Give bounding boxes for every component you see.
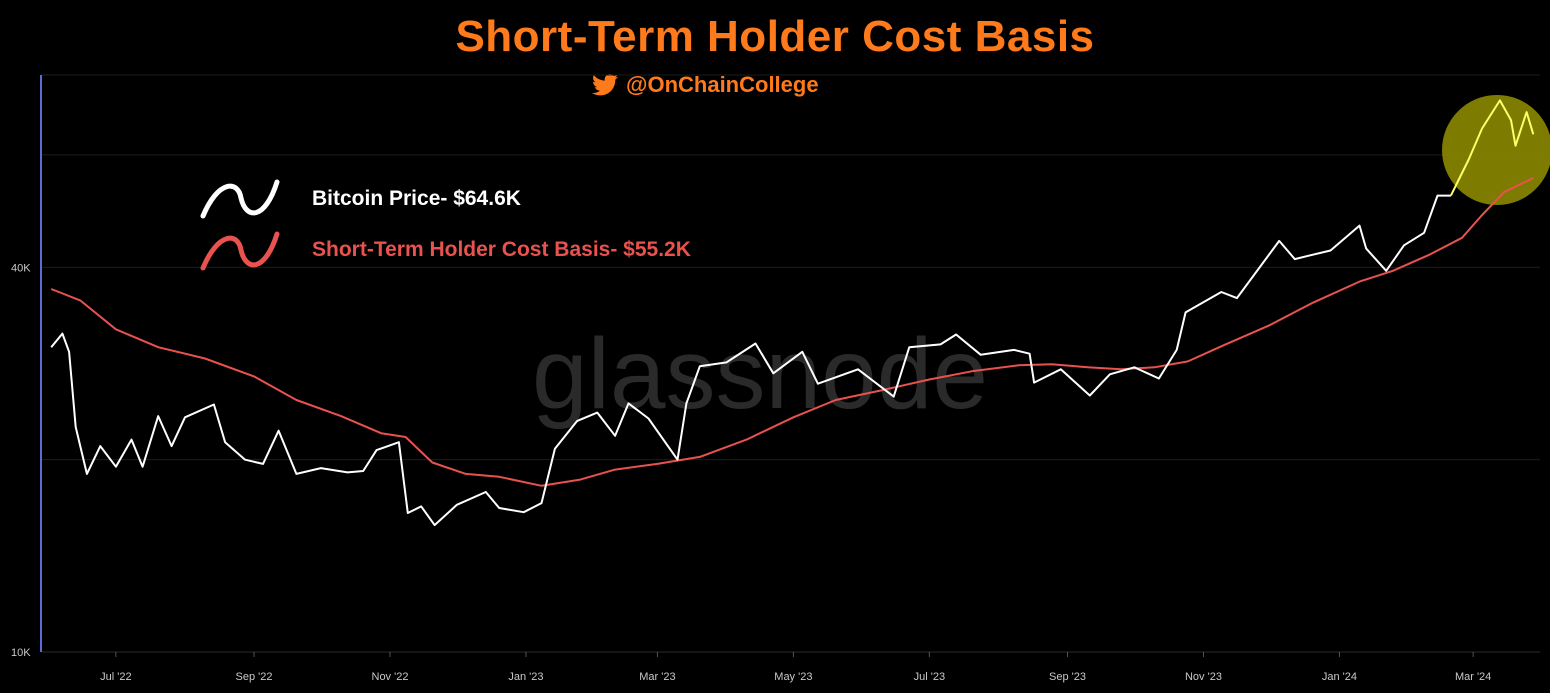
watermark: glassnode: [532, 318, 988, 430]
y-tick-label: 10K: [11, 647, 31, 659]
bitcoin-price-line: [50, 194, 1451, 527]
legend: Bitcoin Price- $64.6K Short-Term Holder C…: [200, 179, 691, 271]
x-tick-label: Jul '22: [100, 671, 131, 683]
x-tick-label: May '23: [774, 671, 812, 683]
bitcoin-price-highlight-line: [1450, 99, 1535, 197]
x-tick-label: Jan '24: [1322, 671, 1357, 683]
y-tick-labels: 10K 40K: [11, 262, 31, 659]
highlight-circle: [1442, 95, 1550, 205]
handle-text: @OnChainCollege: [626, 72, 819, 97]
cost-basis-line: [50, 177, 1534, 487]
legend-swatch-cost-basis: [200, 231, 280, 271]
legend-label-cost-basis: Short-Term Holder Cost Basis- $55.2K: [312, 238, 691, 261]
social-handle: @OnChainCollege: [592, 70, 819, 100]
series-lines: [50, 99, 1535, 527]
x-tick-label: Mar '23: [639, 671, 675, 683]
legend-swatch-bitcoin-price: [200, 179, 280, 219]
x-tick-label: Nov '23: [1185, 671, 1222, 683]
y-tick-label: 40K: [11, 262, 31, 274]
x-tick-labels: Jul '22 Sep '22 Nov '22 Jan '23 Mar '23 May '…: [100, 652, 1491, 683]
x-tick-label: Sep '22: [236, 671, 273, 683]
chart-title: Short-Term Holder Cost Basis: [455, 12, 1095, 61]
x-tick-label: Mar '24: [1455, 671, 1491, 683]
legend-label-bitcoin-price: Bitcoin Price- $64.6K: [312, 187, 521, 210]
x-tick-label: Jul '23: [914, 671, 945, 683]
x-tick-label: Jan '23: [508, 671, 543, 683]
x-tick-label: Nov '22: [372, 671, 409, 683]
x-tick-label: Sep '23: [1049, 671, 1086, 683]
twitter-bird-icon: [592, 74, 618, 96]
